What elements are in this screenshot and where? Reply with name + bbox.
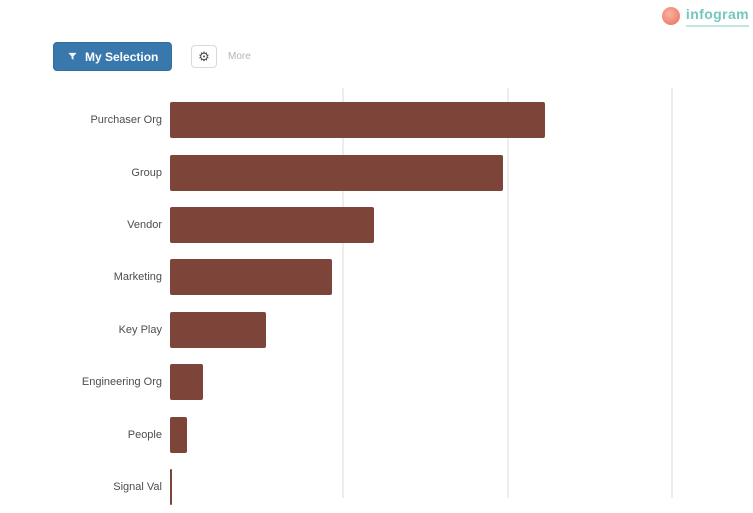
primary-selection-button[interactable]: My Selection (53, 42, 173, 71)
chart-row: Key Play (0, 304, 753, 356)
bar[interactable] (170, 102, 545, 139)
bar-track (170, 259, 753, 296)
bar[interactable] (170, 364, 204, 401)
primary-button-label: My Selection (85, 49, 159, 64)
bar[interactable] (170, 259, 333, 296)
bar[interactable] (170, 154, 504, 191)
toolbar-caption: More (228, 51, 251, 62)
bar[interactable] (170, 311, 266, 348)
chart-row: People (0, 408, 753, 460)
category-label: Engineering Org (81, 376, 162, 389)
category-label: People (127, 428, 162, 441)
bar[interactable] (170, 206, 375, 243)
chart-row: Group (0, 146, 753, 198)
logo-wordmark: infogram (685, 6, 749, 27)
category-label: Purchaser Org (90, 114, 162, 127)
chart-rows: Purchaser Org Group Vendor Marketing Key Pla… (0, 94, 753, 513)
category-label: Marketing (113, 271, 162, 284)
bar-track (170, 416, 753, 453)
bar-track (170, 364, 753, 401)
gridline (342, 88, 345, 498)
bar-track (170, 468, 753, 505)
chart-row: Purchaser Org (0, 94, 753, 146)
filter-icon (67, 51, 78, 62)
gridline (506, 88, 509, 498)
bar-track (170, 206, 753, 243)
bar-track (170, 102, 753, 139)
category-label: Group (131, 166, 162, 179)
category-label: Key Play (118, 323, 162, 336)
bar-track (170, 311, 753, 348)
category-label: Signal Val (113, 480, 162, 493)
chart-row: Vendor (0, 199, 753, 251)
settings-button[interactable]: ⚙ (191, 45, 217, 68)
gear-icon: ⚙ (198, 48, 210, 64)
bar[interactable] (170, 416, 187, 453)
category-label: Vendor (127, 218, 162, 231)
app-logo-link[interactable]: infogram (661, 6, 749, 27)
logo-icon (661, 7, 680, 25)
bar-chart: Purchaser Org Group Vendor Marketing Key Pla… (0, 88, 753, 505)
chart-row: Engineering Org (0, 356, 753, 408)
bar-track (170, 154, 753, 191)
bar[interactable] (170, 468, 173, 505)
gridlines (178, 88, 753, 498)
chart-row: Signal Val (0, 461, 753, 513)
chart-row: Marketing (0, 251, 753, 303)
gridline (670, 88, 673, 498)
